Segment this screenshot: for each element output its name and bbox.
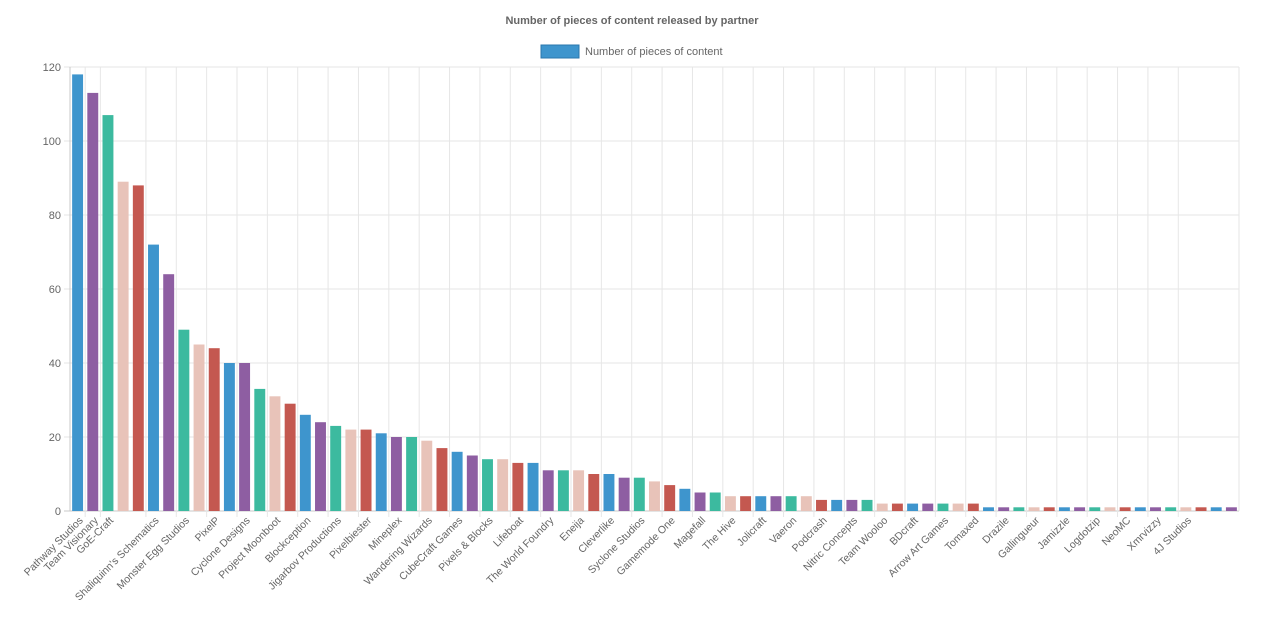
x-tick-label: Tomaxed [943,515,982,554]
bar[interactable] [208,348,220,511]
bar[interactable] [694,492,706,512]
bar[interactable] [1028,507,1040,511]
bar[interactable] [588,474,600,511]
bar[interactable] [421,440,433,511]
y-tick-label: 20 [49,432,61,444]
bar[interactable] [375,433,387,511]
bar[interactable] [770,496,782,511]
bar[interactable] [132,185,144,511]
bar[interactable] [497,459,509,511]
bar[interactable] [1180,507,1192,511]
bar[interactable] [998,507,1010,511]
bar[interactable] [816,499,827,511]
bar[interactable] [1089,507,1101,511]
y-tick-label: 0 [55,506,61,518]
bar[interactable] [876,503,888,511]
bar[interactable] [254,388,266,511]
bar[interactable] [1225,507,1237,511]
bar[interactable] [831,499,843,511]
bar[interactable] [649,481,660,511]
bar[interactable] [87,92,99,512]
chart-title: Number of pieces of content released by … [505,15,759,27]
y-tick-label: 120 [43,62,61,74]
bar[interactable] [740,496,752,511]
bar[interactable] [679,488,691,511]
bar[interactable] [360,429,372,511]
bar[interactable] [618,477,630,511]
bar[interactable] [1043,507,1055,511]
bar[interactable] [482,459,493,511]
bar[interactable] [1104,507,1116,511]
bar[interactable] [664,485,676,511]
bar[interactable] [315,422,326,511]
bar[interactable] [451,451,463,511]
bar[interactable] [861,499,873,511]
bar[interactable] [512,462,524,511]
bar[interactable] [1210,507,1222,511]
bar[interactable] [800,496,812,511]
bar[interactable] [178,329,190,511]
bar[interactable] [542,470,554,511]
y-tick-label: 40 [49,358,61,370]
bar[interactable] [983,507,994,511]
bar[interactable] [223,363,235,511]
bar[interactable] [967,503,979,511]
bar[interactable] [922,503,934,511]
bar[interactable] [1165,507,1177,511]
bar[interactable] [436,448,448,511]
legend-swatch [540,44,580,59]
bar[interactable] [709,492,721,512]
x-tick-label: Eneija [558,515,587,544]
bar[interactable] [406,437,418,511]
bar[interactable] [633,477,645,511]
x-tick-label: Jolicraft [735,515,769,549]
gridlines [64,66,1240,517]
bar[interactable] [907,503,919,511]
bar[interactable] [1013,507,1025,511]
bar[interactable] [573,470,585,511]
bar[interactable] [1150,507,1161,511]
bar[interactable] [891,503,903,511]
y-tick-label: 100 [43,136,61,148]
bar[interactable] [1195,507,1207,511]
bar[interactable] [269,396,281,511]
bar[interactable] [527,462,539,511]
legend-label: Number of pieces of content [585,46,723,58]
bar[interactable] [557,470,569,511]
bar[interactable] [603,474,615,511]
bar[interactable] [466,455,478,512]
bar[interactable] [193,344,205,512]
bar[interactable] [148,244,159,511]
y-tick-label: 60 [49,284,61,296]
bar[interactable] [1058,507,1070,511]
bar[interactable] [1074,507,1086,511]
bar[interactable] [755,496,767,511]
bars [72,74,1237,512]
bar[interactable] [785,496,797,511]
bar[interactable] [72,74,84,512]
bar[interactable] [1134,507,1146,511]
x-tick-label: Pixels & Blocks [436,515,495,574]
bar[interactable] [163,274,175,511]
bar[interactable] [239,363,251,511]
bar[interactable] [846,499,858,511]
bar[interactable] [724,496,736,511]
bar[interactable] [345,429,357,511]
x-tick-label: The Hive [700,515,738,553]
bar[interactable] [284,403,296,511]
y-tick-label: 80 [49,210,61,222]
bar[interactable] [102,115,114,511]
y-axis-ticks: 0 20 40 60 80 100 120 [43,62,61,518]
bar[interactable] [330,425,342,511]
bar[interactable] [952,503,964,511]
bar[interactable] [1119,507,1131,511]
bar[interactable] [390,437,402,511]
bar[interactable] [117,181,129,511]
legend[interactable]: Number of pieces of content [540,44,723,59]
bar[interactable] [937,503,949,511]
bar[interactable] [299,414,311,511]
